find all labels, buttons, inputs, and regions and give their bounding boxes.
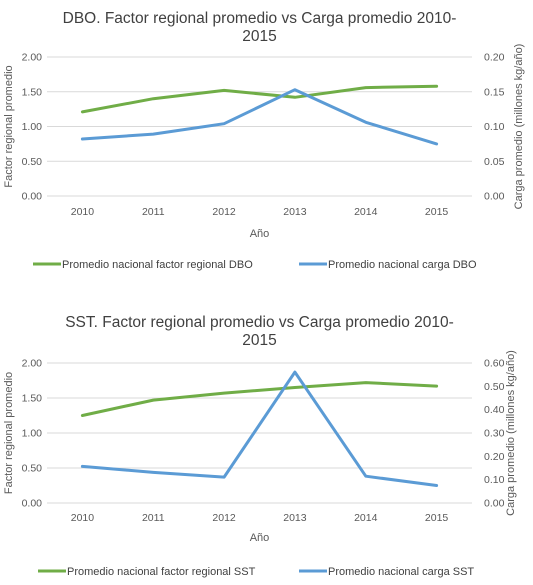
carga-line bbox=[80, 370, 439, 487]
right-axis-label: Carga promedio (millones kg/año) bbox=[505, 350, 517, 516]
x-axis-tick-label: 2012 bbox=[212, 512, 236, 524]
x-axis-tick-label: 2012 bbox=[212, 206, 236, 218]
left-axis-tick-label: 2.00 bbox=[22, 358, 43, 370]
x-axis-tick-label: 2015 bbox=[425, 206, 449, 218]
chart-title-line2: 2015 bbox=[242, 332, 276, 349]
right-axis-tick-label: 0.20 bbox=[484, 52, 505, 64]
x-axis-label: Año bbox=[250, 532, 270, 544]
left-axis-tick-label: 1.00 bbox=[22, 428, 43, 440]
right-axis-tick-label: 0.00 bbox=[484, 191, 505, 203]
left-axis-label: Factor regional promedio bbox=[3, 65, 15, 187]
right-axis-tick-label: 0.50 bbox=[484, 381, 505, 393]
x-axis-tick-label: 2011 bbox=[142, 512, 165, 524]
factor-regional-line bbox=[80, 381, 439, 417]
chart-title-line1: DBO. Factor regional promedio vs Carga p… bbox=[63, 10, 457, 27]
right-axis-tick-label: 0.30 bbox=[484, 428, 505, 440]
left-axis-tick-label: 2.00 bbox=[22, 52, 43, 64]
left-axis-tick-label: 0.00 bbox=[22, 498, 43, 510]
left-axis-tick-label: 0.50 bbox=[22, 156, 43, 168]
right-axis-label: Carga promedio (millones kg/año) bbox=[513, 44, 525, 210]
x-axis-tick-label: 2010 bbox=[71, 206, 95, 218]
x-axis-tick-label: 2014 bbox=[354, 512, 378, 524]
x-axis-tick-label: 2015 bbox=[425, 512, 449, 524]
left-axis-tick-label: 1.50 bbox=[22, 393, 43, 405]
x-axis-tick-label: 2013 bbox=[283, 206, 307, 218]
left-axis-tick-label: 0.50 bbox=[22, 463, 43, 475]
legend-label: Promedio nacional factor regional DBO bbox=[62, 259, 253, 271]
chart-2: SST. Factor regional promedio vs Carga p… bbox=[3, 314, 517, 578]
right-axis-tick-label: 0.40 bbox=[484, 404, 505, 416]
legend-label: Promedio nacional factor regional SST bbox=[67, 566, 256, 578]
x-axis-tick-label: 2014 bbox=[354, 206, 378, 218]
x-axis-tick-label: 2011 bbox=[142, 206, 165, 218]
right-axis-tick-label: 0.10 bbox=[484, 121, 505, 133]
right-axis-tick-label: 0.10 bbox=[484, 474, 505, 486]
right-axis-tick-label: 0.00 bbox=[484, 498, 505, 510]
x-axis-tick-label: 2013 bbox=[283, 512, 307, 524]
left-axis-tick-label: 0.00 bbox=[22, 191, 43, 203]
right-axis-tick-label: 0.60 bbox=[484, 358, 505, 370]
right-axis-tick-label: 0.05 bbox=[484, 156, 505, 168]
legend-label: Promedio nacional carga SST bbox=[328, 566, 474, 578]
factor-regional-line bbox=[80, 84, 439, 114]
carga-line bbox=[80, 88, 439, 146]
chart-1: DBO. Factor regional promedio vs Carga p… bbox=[3, 10, 525, 271]
chart-title-line2: 2015 bbox=[242, 28, 276, 45]
right-axis-tick-label: 0.20 bbox=[484, 451, 505, 463]
left-axis-tick-label: 1.00 bbox=[22, 121, 43, 133]
left-axis-label: Factor regional promedio bbox=[3, 372, 15, 494]
right-axis-tick-label: 0.15 bbox=[484, 86, 505, 98]
x-axis-label: Año bbox=[250, 228, 270, 240]
left-axis-tick-label: 1.50 bbox=[22, 86, 43, 98]
x-axis-tick-label: 2010 bbox=[71, 512, 95, 524]
chart-title-line1: SST. Factor regional promedio vs Carga p… bbox=[65, 314, 454, 331]
legend-label: Promedio nacional carga DBO bbox=[328, 259, 477, 271]
